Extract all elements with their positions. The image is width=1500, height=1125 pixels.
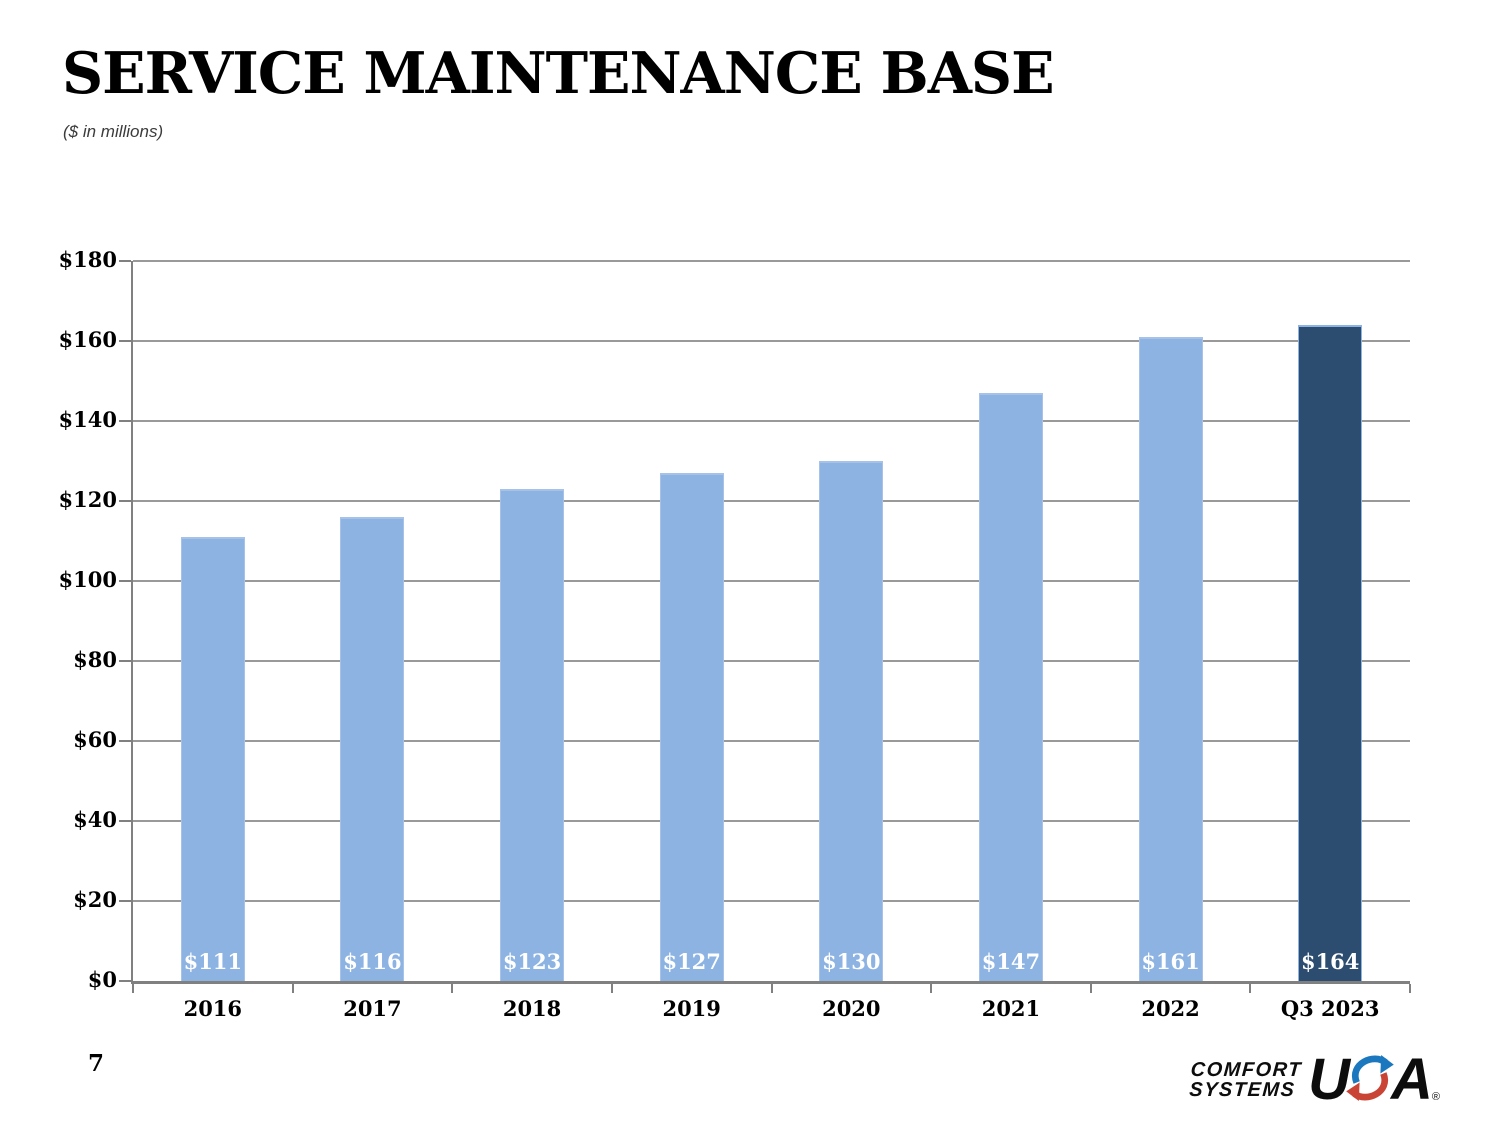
gridline xyxy=(133,580,1410,582)
gridline xyxy=(133,420,1410,422)
x-axis-label: Q3 2023 xyxy=(1280,996,1380,1021)
bar-2019: $127 xyxy=(659,473,724,981)
y-axis-label: $140 xyxy=(58,407,117,432)
x-axis-tick xyxy=(1409,984,1411,993)
gridline xyxy=(133,820,1410,822)
x-axis xyxy=(131,981,1410,984)
y-axis-tick xyxy=(119,980,131,982)
x-axis-label: 2018 xyxy=(502,996,562,1021)
x-axis-tick xyxy=(291,984,294,993)
logo-line1: COMFORT xyxy=(1189,1059,1303,1081)
y-axis-tick xyxy=(119,500,131,502)
x-axis-label: 2016 xyxy=(183,996,243,1021)
x-axis-label: 2017 xyxy=(343,996,402,1021)
logo-usa: U A xyxy=(1308,1047,1433,1112)
bar-value-label: $164 xyxy=(1300,949,1360,974)
x-axis-label: 2019 xyxy=(662,996,721,1021)
bar-2022: $161 xyxy=(1138,337,1203,981)
x-axis-label: 2022 xyxy=(1141,996,1200,1021)
x-axis-label: 2020 xyxy=(822,996,881,1021)
y-axis-tick xyxy=(119,660,131,662)
x-axis-tick xyxy=(930,984,933,993)
bar-2016: $111 xyxy=(180,537,245,981)
y-axis-label: $120 xyxy=(58,487,117,512)
logo-letter-a: A xyxy=(1391,1047,1433,1112)
y-axis-label: $80 xyxy=(73,647,117,672)
logo-letter-u: U xyxy=(1308,1047,1350,1112)
x-axis-tick xyxy=(770,984,773,993)
bar-2017: $116 xyxy=(340,517,405,981)
bar-2020: $130 xyxy=(819,461,884,981)
y-axis-label: $100 xyxy=(58,567,117,592)
bar-value-label: $127 xyxy=(662,949,721,974)
y-axis-tick xyxy=(119,340,131,342)
y-axis-tick xyxy=(119,260,131,262)
bar-2021: $147 xyxy=(978,393,1043,981)
page-title: SERVICE MAINTENANCE BASE xyxy=(62,40,1055,107)
bar-chart-plot-area: $0 $20 $40 $60 $80 $100 $120 $140 $160 $180 $111 20… xyxy=(59,247,1411,1021)
y-axis-label: $160 xyxy=(58,327,117,352)
y-axis-tick xyxy=(119,820,131,822)
registered-mark: ® xyxy=(1431,1091,1440,1103)
bar-Q3 2023: $164 xyxy=(1298,325,1363,981)
y-axis-label: $20 xyxy=(73,887,117,912)
y-axis xyxy=(131,261,133,983)
y-axis-label: $40 xyxy=(73,807,117,832)
bar-value-label: $116 xyxy=(343,949,402,974)
gridline xyxy=(133,660,1410,662)
y-axis-tick xyxy=(119,420,131,422)
y-axis-label: $60 xyxy=(73,727,117,752)
x-axis-tick xyxy=(1249,984,1252,993)
logo-wordmark: COMFORT SYSTEMS xyxy=(1188,1059,1303,1101)
page-number: 7 xyxy=(88,1050,105,1077)
gridline xyxy=(133,340,1410,342)
gridline xyxy=(133,500,1410,502)
gridline xyxy=(133,900,1410,902)
logo-line2: SYSTEMS xyxy=(1188,1079,1297,1101)
gridline xyxy=(133,740,1410,742)
y-axis-label: $180 xyxy=(58,247,117,272)
swirl-s-icon xyxy=(1346,1054,1394,1102)
company-logo: COMFORT SYSTEMS U A ® xyxy=(1188,1047,1440,1112)
x-axis-tick xyxy=(1089,984,1092,993)
y-axis-tick xyxy=(119,900,131,902)
x-axis-tick xyxy=(451,984,454,993)
gridline xyxy=(133,260,1410,262)
y-axis-label: $0 xyxy=(87,967,117,992)
x-axis-label: 2021 xyxy=(981,996,1041,1021)
bar-value-label: $111 xyxy=(183,949,243,974)
bar-value-label: $130 xyxy=(822,949,881,974)
x-axis-tick xyxy=(132,984,134,993)
units-subtitle: ($ in millions) xyxy=(63,122,164,141)
bar-value-label: $123 xyxy=(502,949,562,974)
y-axis-tick xyxy=(119,740,131,742)
x-axis-tick xyxy=(610,984,613,993)
bar-value-label: $147 xyxy=(981,949,1041,974)
bar-value-label: $161 xyxy=(1141,949,1200,974)
bar-2018: $123 xyxy=(500,489,565,981)
y-axis-tick xyxy=(119,580,131,582)
